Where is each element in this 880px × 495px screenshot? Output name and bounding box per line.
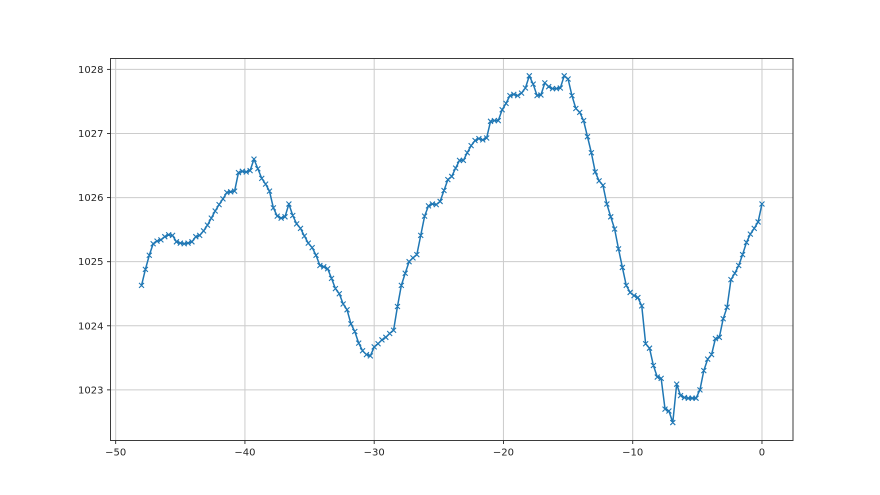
x-tick-label: −50 — [105, 448, 126, 459]
y-tick-label: 1023 — [78, 385, 103, 396]
y-tick-label: 1027 — [78, 129, 103, 140]
y-tick-label: 1028 — [78, 65, 103, 76]
x-tick-label: −10 — [622, 448, 643, 459]
plot-area — [110, 58, 793, 441]
x-tick-label: −30 — [364, 448, 385, 459]
x-tick-label: 0 — [759, 448, 765, 459]
y-tick-label: 1025 — [78, 257, 103, 268]
x-tick-label: −40 — [234, 448, 255, 459]
axes-spines — [110, 58, 794, 441]
data-markers — [138, 72, 765, 426]
x-tick-label: −20 — [493, 448, 514, 459]
y-tick-label: 1026 — [78, 193, 103, 204]
y-tick-label: 1024 — [78, 321, 103, 332]
